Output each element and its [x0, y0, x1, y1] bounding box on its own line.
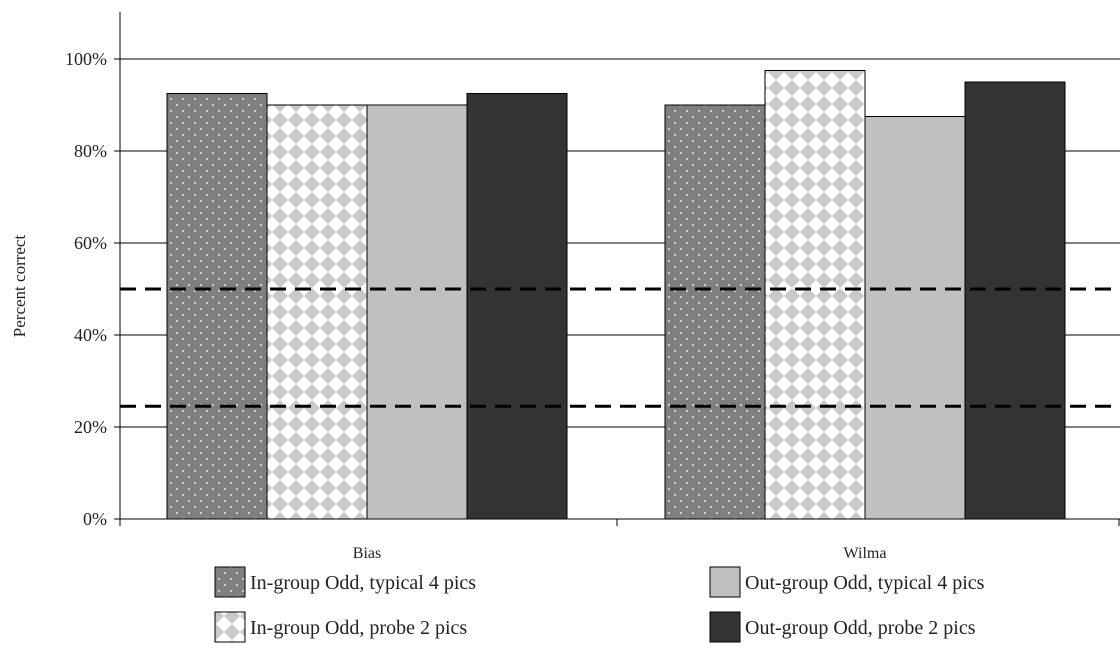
bar-bias-series-4 [466, 93, 568, 520]
reference-lines [120, 287, 1120, 408]
legend-swatch-1 [214, 566, 246, 598]
axes [114, 12, 1120, 526]
category-labels: Bias Wilma [353, 545, 887, 562]
y-tick-label: 100% [65, 49, 107, 69]
bar-wilma-series-3 [864, 116, 966, 520]
y-tick-label: 0% [83, 509, 107, 529]
bar-wilma-series-4 [964, 81, 1066, 520]
category-label-wilma: Wilma [844, 545, 887, 562]
legend-swatch-2 [214, 611, 246, 643]
y-tick-labels: 0% 20% 40% 60% 80% 100% [65, 49, 107, 529]
y-axis-title: Percent correct [10, 235, 29, 338]
y-tick-label: 60% [74, 233, 107, 253]
legend-swatch-3 [709, 566, 741, 598]
legend-swatch-4 [709, 611, 741, 643]
legend-label-2: In-group Odd, probe 2 pics [250, 617, 467, 639]
legend-label-4: Out-group Odd, probe 2 pics [745, 617, 976, 639]
y-tick-label: 40% [74, 325, 107, 345]
legend: In-group Odd, typical 4 pics In-group Odd… [214, 566, 985, 643]
bar-wilma-series-2 [764, 70, 866, 520]
bar-bias-series-1 [166, 93, 268, 520]
bar-bias-series-2 [266, 104, 368, 520]
y-tick-label: 20% [74, 417, 107, 437]
bar-bias-series-3 [366, 104, 468, 520]
category-label-bias: Bias [353, 545, 381, 562]
legend-label-3: Out-group Odd, typical 4 pics [745, 572, 985, 594]
bars [166, 70, 1066, 520]
bar-wilma-series-1 [664, 104, 766, 520]
legend-label-1: In-group Odd, typical 4 pics [250, 572, 476, 594]
y-tick-label: 80% [74, 141, 107, 161]
